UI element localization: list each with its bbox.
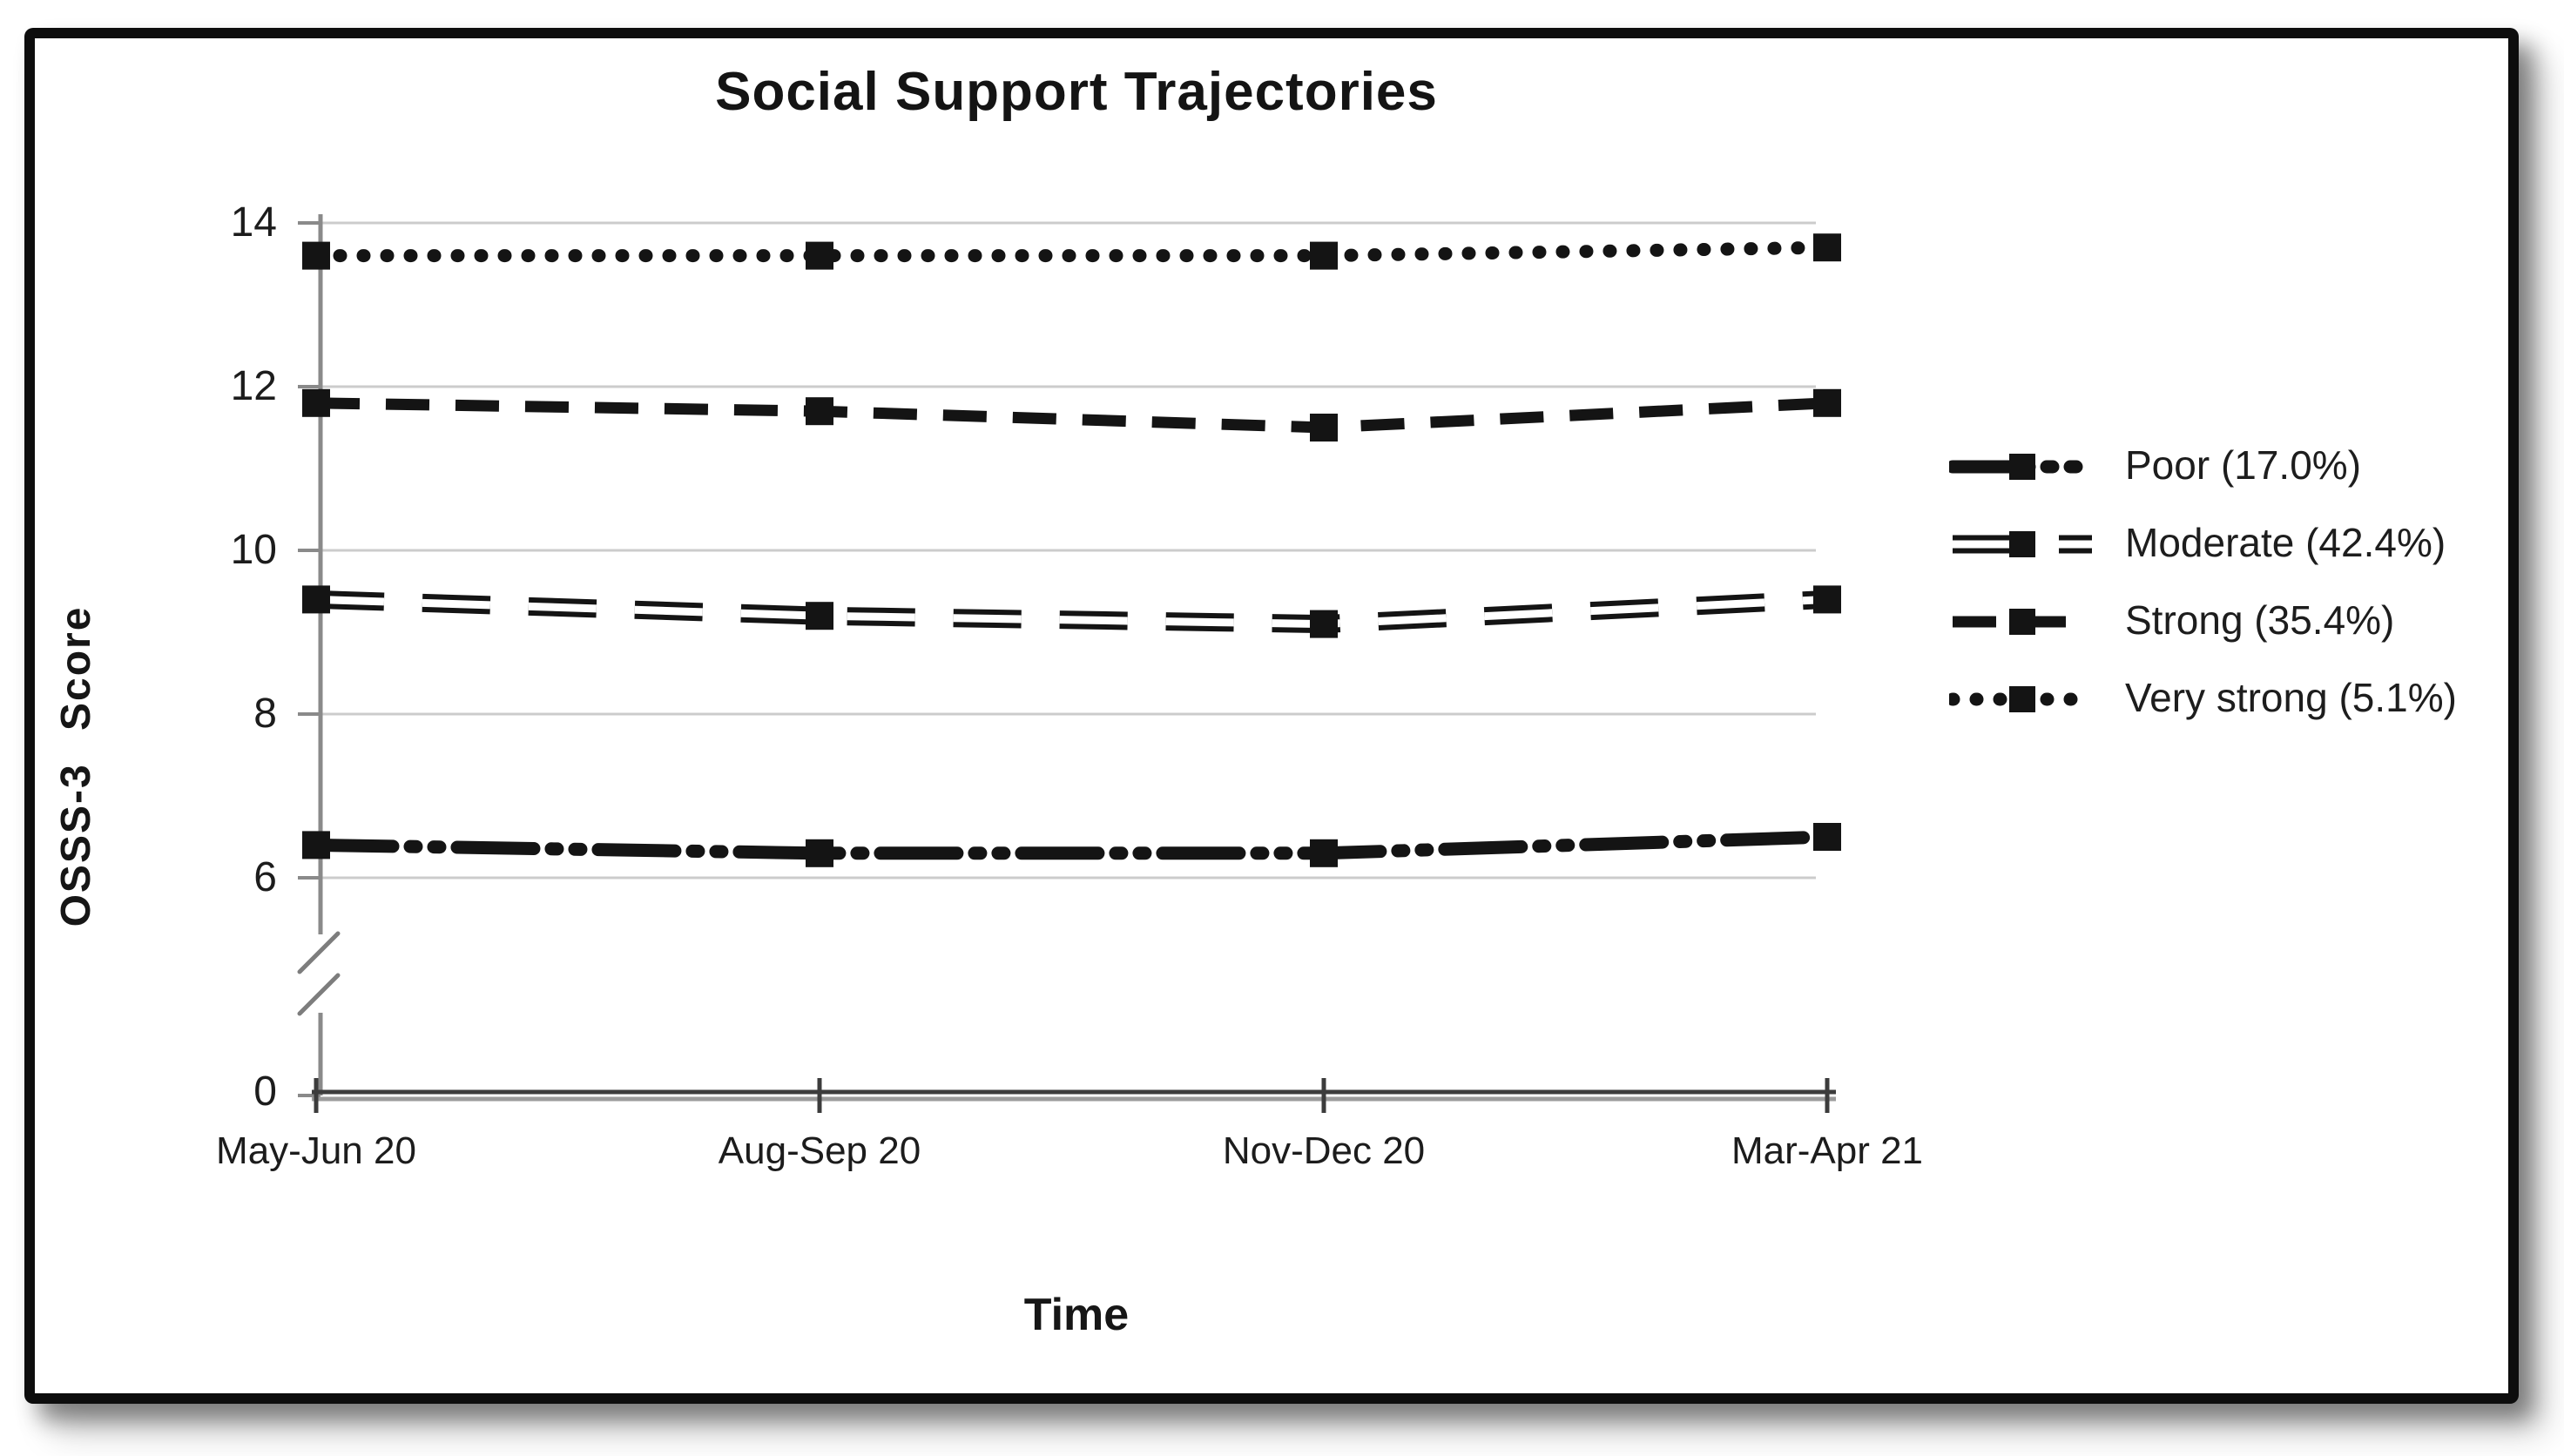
legend-line-sample-icon [1953,609,2092,635]
legend-item-strong: Strong (35.4%) [1949,590,2457,650]
x-tick-label-wave4: Mar-Apr 21 [1731,1129,1924,1172]
y-tick-label-10: 10 [230,527,277,573]
legend-marker [2009,531,2035,557]
series-line-2 [315,397,1828,434]
data-point-marker [302,585,330,614]
y-tick-label-8: 8 [253,691,277,737]
data-point-marker [806,241,833,270]
legend-marker [2009,454,2035,480]
data-point-marker [302,241,330,270]
legend-label: Very strong (5.1%) [2125,675,2457,720]
axis-break-slash [297,931,341,974]
x-tick-label-wave2: Aug-Sep 20 [718,1129,921,1172]
legend-item-very-strong: Very strong (5.1%) [1949,668,2457,727]
series-line-3 [309,240,1834,263]
data-point-marker [1813,585,1841,614]
y-tick-label-0: 0 [253,1068,277,1115]
legend: Poor (17.0%) Moderate (42.4%) Strong (35… [1949,435,2457,727]
legend-item-poor: Poor (17.0%) [1949,435,2457,495]
series-line-0 [309,830,1834,860]
data-point-marker [806,839,833,867]
data-point-marker [1310,241,1338,270]
data-point-marker [1310,610,1338,638]
legend-line-sample-icon [1949,686,2095,712]
chart-title: Social Support Trajectories [715,62,1438,122]
y-tick-label-14: 14 [230,199,277,246]
legend-marker [2009,686,2035,712]
x-axis-title: Time [1023,1290,1130,1340]
data-point-marker [806,602,833,630]
y-tick-label-12: 12 [230,363,277,409]
data-point-marker [302,388,330,417]
legend-label: Poor (17.0%) [2125,442,2362,488]
x-tick-label-wave1: May-Jun 20 [216,1129,416,1172]
data-point-marker [806,397,833,426]
y-axis-title: OSSS-3 Score [53,605,99,927]
legend-line-sample-icon [1949,454,2095,480]
x-tick-label-wave3: Nov-Dec 20 [1222,1129,1426,1172]
series-line-1-hollow-core [315,595,1828,629]
data-point-marker [1813,823,1841,851]
data-point-marker [1310,414,1338,442]
legend-line-sample-icon [1953,531,2092,557]
data-point-marker [1310,839,1338,867]
legend-item-moderate: Moderate (42.4%) [1949,513,2457,572]
legend-marker [2009,609,2035,635]
axis-break-slash [297,973,341,1016]
data-point-marker [1813,233,1841,262]
legend-label: Moderate (42.4%) [2125,520,2446,565]
data-point-marker [302,831,330,859]
legend-label: Strong (35.4%) [2125,597,2395,643]
y-tick-label-6: 6 [253,854,277,900]
data-point-marker [1813,388,1841,417]
